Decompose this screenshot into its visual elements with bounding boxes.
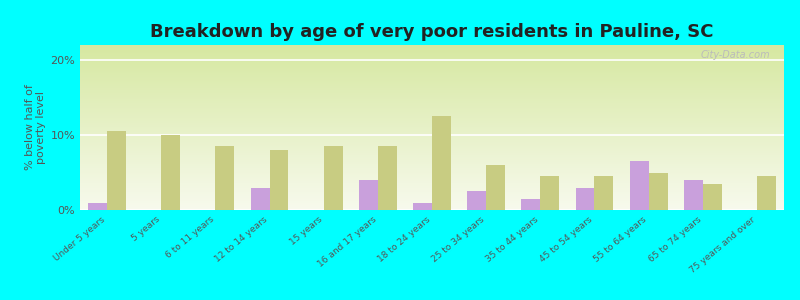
Bar	[575, 188, 594, 210]
Bar	[324, 146, 342, 210]
Bar	[630, 161, 649, 210]
Bar	[378, 146, 397, 210]
Bar	[413, 202, 432, 210]
Bar	[486, 165, 505, 210]
Y-axis label: % below half of
poverty level: % below half of poverty level	[25, 85, 46, 170]
Bar	[88, 202, 107, 210]
Title: Breakdown by age of very poor residents in Pauline, SC: Breakdown by age of very poor residents …	[150, 23, 714, 41]
Bar	[467, 191, 486, 210]
Bar	[702, 184, 722, 210]
Bar	[270, 150, 289, 210]
Bar	[540, 176, 559, 210]
Bar	[684, 180, 702, 210]
Bar	[162, 135, 180, 210]
Bar	[649, 172, 667, 210]
Bar	[757, 176, 776, 210]
Bar	[594, 176, 614, 210]
Bar	[432, 116, 451, 210]
Bar	[215, 146, 234, 210]
Bar	[107, 131, 126, 210]
Bar	[359, 180, 378, 210]
Text: City-Data.com: City-Data.com	[700, 50, 770, 60]
Bar	[522, 199, 540, 210]
Bar	[250, 188, 270, 210]
